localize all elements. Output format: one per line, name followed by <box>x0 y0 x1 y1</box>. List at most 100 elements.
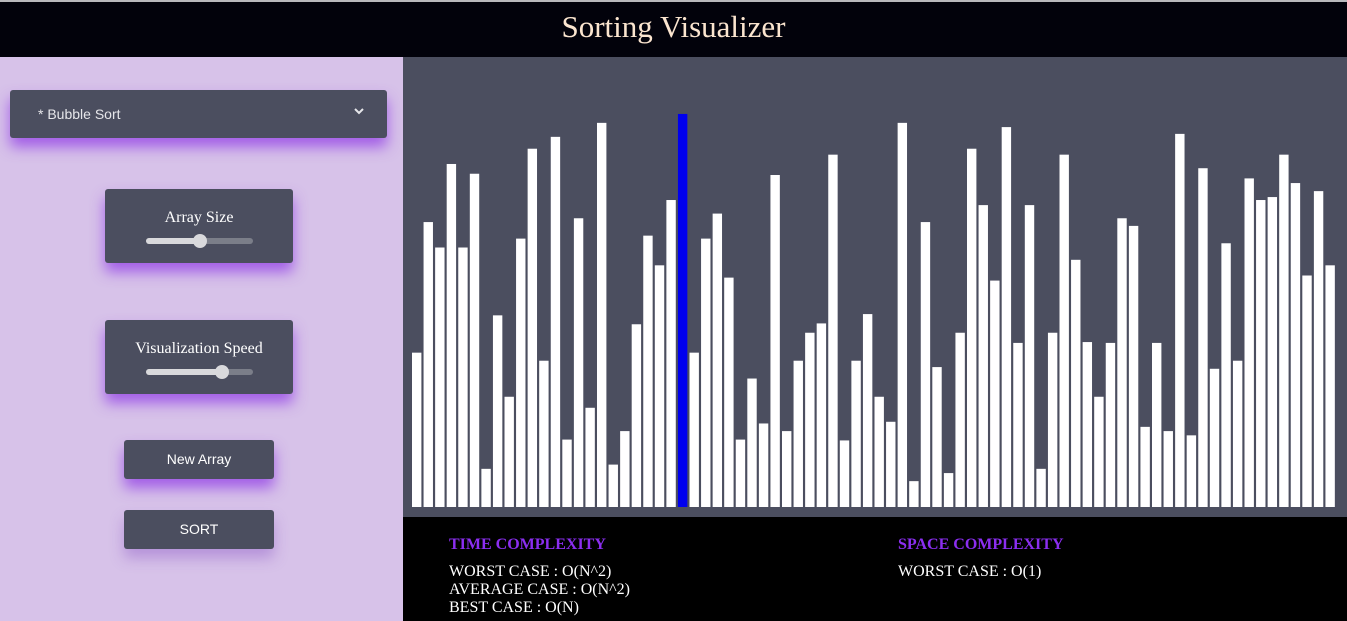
array-bar <box>1036 468 1046 507</box>
array-bar <box>1117 218 1127 507</box>
array-bar <box>932 367 942 507</box>
array-bar <box>562 439 572 507</box>
array-bar <box>1244 178 1254 507</box>
speed-slider-thumb[interactable] <box>214 365 229 379</box>
chevron-down-icon <box>354 108 364 115</box>
algorithm-select[interactable]: * Bubble Sort <box>10 90 387 138</box>
array-bar <box>539 360 549 507</box>
array-size-slider[interactable] <box>146 234 253 248</box>
array-bar <box>435 247 445 507</box>
array-bar <box>701 238 711 508</box>
time-complexity-title: TIME COMPLEXITY <box>449 536 606 553</box>
array-bar <box>597 122 607 508</box>
array-bar <box>1221 243 1231 507</box>
array-bar <box>620 431 630 507</box>
array-bar <box>874 396 884 507</box>
array-size-slider-thumb[interactable] <box>192 234 207 248</box>
array-bar <box>1024 205 1035 508</box>
array-bar <box>1013 342 1023 507</box>
array-bar <box>712 213 723 507</box>
array-bar <box>446 163 457 507</box>
array-bar <box>1290 183 1301 507</box>
page-title: Sorting Visualizer <box>0 2 1347 57</box>
array-bar <box>504 396 514 507</box>
array-bar <box>1152 342 1162 507</box>
array-bar <box>1267 197 1278 507</box>
array-bar <box>1094 396 1104 507</box>
array-bar <box>1209 368 1220 507</box>
bar-chart-panel <box>403 57 1347 517</box>
window-top-edge <box>0 0 1347 2</box>
complexity-panel: TIME COMPLEXITY WORST CASE : O(N^2) AVER… <box>403 517 1347 621</box>
control-sidebar: * Bubble Sort Array Size Visualization S… <box>0 57 403 621</box>
array-bar <box>654 265 665 507</box>
new-array-button[interactable]: New Array <box>124 440 274 479</box>
array-bar <box>516 238 526 508</box>
array-bar <box>585 407 595 507</box>
array-bar <box>1186 435 1197 507</box>
array-bar <box>816 323 827 507</box>
array-bar <box>1163 431 1173 507</box>
array-bar <box>805 332 815 507</box>
array-bar <box>758 423 769 507</box>
array-bar <box>1232 360 1243 507</box>
array-bar <box>770 175 780 507</box>
array-bar <box>643 235 653 507</box>
space-worst-case: WORST CASE : O(1) <box>898 563 1042 580</box>
array-bar <box>943 473 954 507</box>
array-bar <box>782 431 792 507</box>
array-bar <box>1059 154 1069 507</box>
algorithm-select-value: * Bubble Sort <box>38 106 121 122</box>
array-bar <box>492 315 503 507</box>
array-size-slider-fill <box>146 238 200 244</box>
array-bar <box>735 439 746 507</box>
array-bar <box>1128 225 1139 507</box>
array-bar <box>828 154 838 507</box>
array-bar <box>920 222 931 507</box>
time-best-case: BEST CASE : O(N) <box>449 599 579 616</box>
array-bar <box>724 277 734 507</box>
array-bar <box>1047 332 1058 507</box>
array-bar <box>608 464 618 507</box>
speed-slider[interactable] <box>146 365 253 379</box>
array-bar <box>481 468 491 507</box>
array-bar <box>1082 342 1093 507</box>
speed-control: Visualization Speed <box>105 320 293 394</box>
array-bar <box>793 360 803 507</box>
speed-label: Visualization Speed <box>135 340 263 357</box>
speed-slider-fill <box>146 369 222 375</box>
array-bar <box>1071 259 1081 507</box>
array-bar <box>573 218 584 507</box>
array-bar <box>666 200 676 507</box>
array-bar <box>412 352 422 507</box>
array-size-label: Array Size <box>164 209 234 226</box>
array-bar <box>978 205 988 508</box>
time-worst-case: WORST CASE : O(N^2) <box>449 563 612 580</box>
array-bar <box>909 481 919 507</box>
space-complexity-title: SPACE COMPLEXITY <box>898 536 1064 553</box>
array-bar <box>851 360 861 507</box>
array-bar <box>550 136 561 507</box>
array-bar <box>631 324 642 507</box>
array-bar <box>469 173 480 507</box>
time-average-case: AVERAGE CASE : O(N^2) <box>449 581 630 598</box>
array-bar <box>886 421 896 507</box>
array-bar <box>862 314 873 507</box>
array-bar <box>689 352 699 507</box>
array-bar <box>423 222 433 507</box>
array-bar <box>1105 342 1116 507</box>
array-bar <box>1325 265 1335 507</box>
array-bar <box>1001 127 1012 507</box>
bar-chart <box>412 113 1335 508</box>
array-bar <box>747 378 757 507</box>
array-bar <box>1256 200 1266 507</box>
array-bar <box>1198 168 1208 507</box>
array-bar <box>527 148 538 507</box>
sort-button[interactable]: SORT <box>124 510 274 549</box>
array-bar <box>1302 275 1312 507</box>
array-size-control: Array Size <box>105 189 293 263</box>
array-bar <box>458 247 468 507</box>
active-bar <box>677 113 688 507</box>
array-bar <box>990 280 1000 507</box>
array-bar <box>1175 133 1185 507</box>
